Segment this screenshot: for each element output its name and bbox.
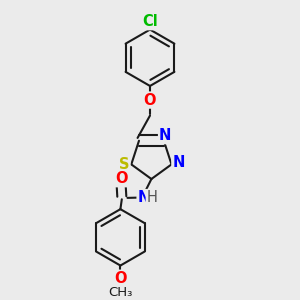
- Text: O: O: [115, 171, 128, 186]
- Text: S: S: [119, 157, 130, 172]
- Text: N: N: [172, 155, 185, 170]
- Text: O: O: [144, 93, 156, 108]
- Text: CH₃: CH₃: [108, 286, 133, 299]
- Text: N: N: [159, 128, 171, 143]
- Text: H: H: [147, 190, 158, 205]
- Text: O: O: [114, 271, 127, 286]
- Text: Cl: Cl: [142, 14, 158, 29]
- Text: N: N: [138, 190, 150, 205]
